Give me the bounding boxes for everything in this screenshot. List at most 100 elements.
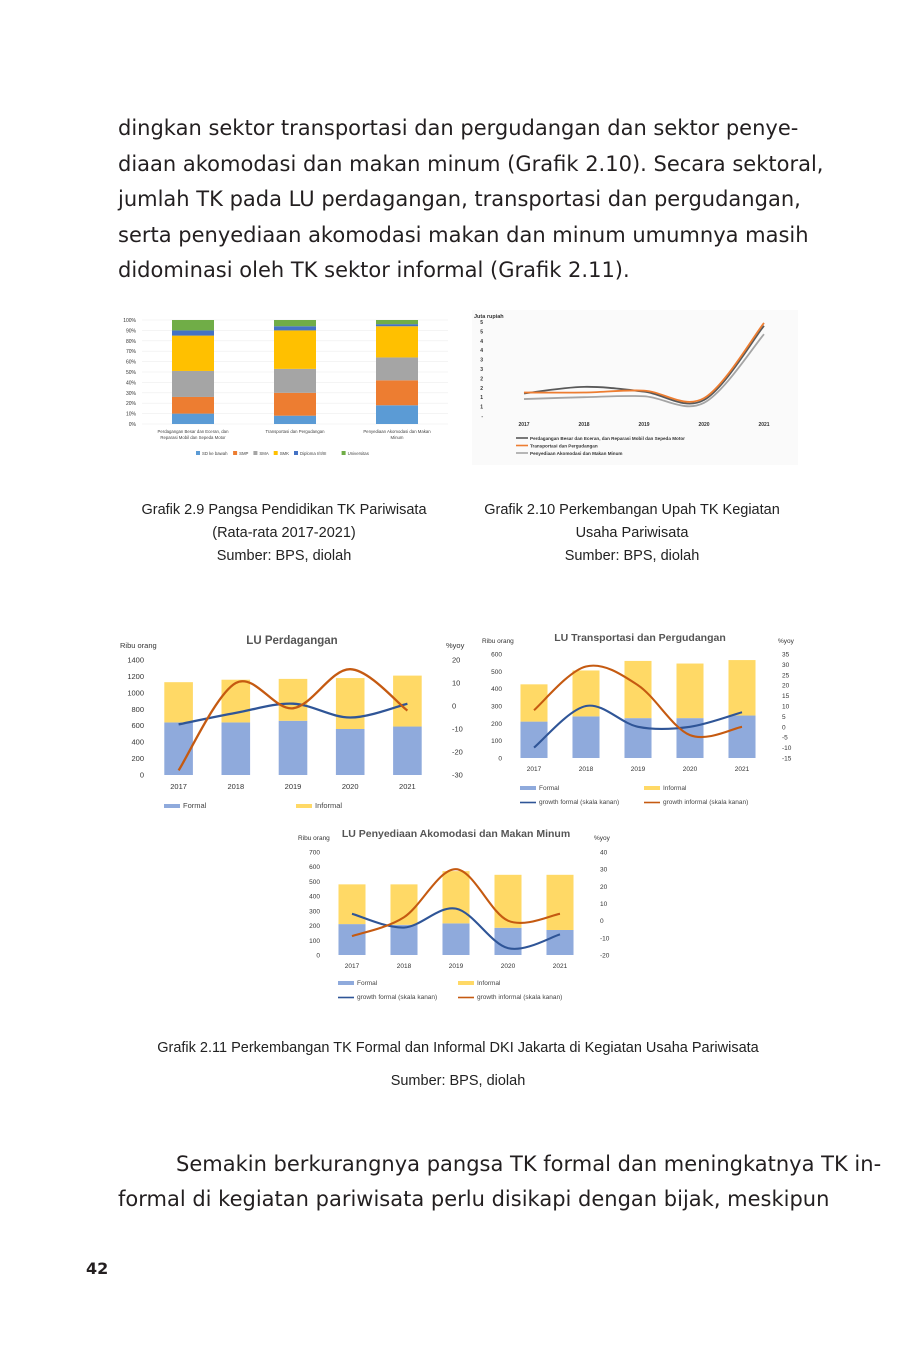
x-tick-label: 2021: [758, 422, 769, 428]
bar-segment: [376, 357, 418, 380]
x-tick-label: 2020: [698, 422, 709, 428]
y-tick-label: 1400: [127, 656, 144, 665]
legend-label: growth informal (skala kanan): [477, 994, 562, 1001]
chart-lu-akomodasi: LU Penyediaan Akomodasi dan Makan Minum R…: [296, 824, 626, 1009]
x-tick-label: 2020: [683, 766, 698, 773]
legend-label: growth formal (skala kanan): [539, 799, 619, 806]
legend-label: Informal: [663, 785, 687, 792]
y-tick-label: 5: [480, 320, 483, 326]
legend-swatch: [342, 451, 346, 455]
y2-tick-label: -10: [452, 725, 463, 734]
y2-tick-label: -10: [600, 935, 610, 942]
y-tick-label: 5: [480, 329, 483, 335]
y-tick-label: 1200: [127, 672, 144, 681]
legend-label: SD ke bawah: [202, 451, 228, 456]
bar-segment: [442, 923, 469, 955]
bar-segment: [546, 875, 573, 930]
y2-tick-label: -20: [452, 748, 463, 757]
y2-axis-title: %yoy: [778, 638, 795, 645]
x-tick-label: 2017: [518, 422, 529, 428]
bar-segment: [172, 336, 214, 371]
chart-lu-transportasi: LU Transportasi dan Pergudangan Ribu oran…: [478, 630, 798, 815]
text-line: dingkan sektor transportasi dan pergudan…: [118, 111, 798, 147]
y-tick-label: 200: [309, 923, 320, 930]
x-tick-label: 2017: [170, 782, 187, 791]
y-tick-label: 4: [480, 339, 483, 345]
y-axis-title: Ribu orang: [298, 835, 330, 842]
y-tick-label: 60%: [126, 360, 137, 366]
y-tick-label: 400: [131, 738, 144, 747]
legend-swatch: [274, 451, 278, 455]
bar-segment: [279, 679, 308, 721]
legend-label: Penyediaan Akomodasi dan Makan Minum: [530, 451, 623, 456]
bar-segment: [274, 330, 316, 368]
bar-segment: [172, 397, 214, 414]
bar-segment: [728, 660, 755, 715]
legend-label: SMP: [239, 451, 248, 456]
y-tick-label: 4: [480, 348, 483, 354]
y2-tick-label: 0: [600, 918, 604, 925]
bar-segment: [274, 326, 316, 330]
y-tick-label: 100%: [123, 318, 136, 324]
bar-segment: [222, 680, 251, 723]
y2-tick-label: -10: [782, 745, 792, 752]
y-axis-title: Juta rupiah: [474, 314, 504, 320]
text-line: didominasi oleh TK sektor informal (Graf…: [118, 253, 798, 289]
y2-tick-label: 10: [600, 901, 608, 908]
y2-tick-label: 30: [600, 867, 608, 874]
y2-tick-label: -30: [452, 771, 463, 780]
y2-tick-label: 40: [600, 850, 608, 857]
y-tick-label: 3: [480, 358, 483, 364]
y-tick-label: 90%: [126, 328, 137, 334]
caption-subtitle: Usaha Pariwisata: [466, 522, 798, 545]
bar-segment: [336, 729, 365, 775]
bar-segment: [390, 925, 417, 955]
y-tick-label: 400: [309, 894, 320, 901]
legend-label: Formal: [183, 801, 207, 810]
caption-source: Sumber: BPS, diolah: [118, 1070, 798, 1093]
x-tick-label: Minum: [391, 435, 404, 440]
bar-segment: [376, 405, 418, 424]
bar-segment: [376, 320, 418, 324]
text-line: serta penyediaan akomodasi makan dan min…: [118, 218, 798, 254]
x-tick-label: 2020: [501, 963, 516, 970]
legend-swatch: [253, 451, 257, 455]
y-tick-label: 30%: [126, 391, 137, 397]
x-tick-label: 2021: [553, 963, 568, 970]
x-tick-label: 2021: [735, 766, 750, 773]
y-tick-label: 40%: [126, 380, 137, 386]
y-tick-label: 80%: [126, 339, 137, 345]
caption-source: Sumber: BPS, diolah: [466, 545, 798, 568]
y-tick-label: 70%: [126, 349, 137, 355]
y2-tick-label: 0: [782, 724, 786, 731]
x-tick-label: 2019: [638, 422, 649, 428]
y-tick-label: 0%: [129, 422, 137, 428]
legend-swatch: [338, 981, 354, 985]
y2-tick-label: 5: [782, 714, 786, 721]
legend-swatch: [294, 451, 298, 455]
bar-segment: [676, 664, 703, 719]
y-tick-label: 1: [480, 405, 483, 411]
legend-label: Diploma I/II/III: [300, 451, 327, 456]
x-tick-label: Penyediaan Akomodasi dan Makan: [363, 429, 431, 434]
x-tick-label: 2019: [285, 782, 302, 791]
caption-source: Sumber: BPS, diolah: [118, 545, 450, 568]
chart-title: LU Penyediaan Akomodasi dan Makan Minum: [342, 828, 570, 840]
chart-svg: LU PerdaganganRibu orang %yoy020040060080…: [118, 630, 474, 815]
text-line: Semakin berkurangnya pangsa TK formal da…: [118, 1147, 798, 1182]
legend-label: growth formal (skala kanan): [357, 994, 437, 1001]
y2-tick-label: 10: [782, 704, 790, 711]
y-tick-label: 10%: [126, 412, 137, 418]
text-line: jumlah TK pada LU perdagangan, transport…: [118, 182, 798, 218]
bar-segment: [274, 416, 316, 424]
bar-segment: [442, 871, 469, 923]
y-tick-label: 100: [491, 738, 502, 745]
y2-tick-label: 35: [782, 652, 790, 659]
y2-axis-title: %yoy: [594, 835, 611, 842]
y2-tick-label: 10: [452, 679, 460, 688]
y2-tick-label: -15: [782, 756, 792, 763]
x-tick-label: 2020: [342, 782, 359, 791]
y-tick-label: 600: [309, 864, 320, 871]
y-tick-label: 700: [309, 850, 320, 857]
y-tick-label: 500: [309, 879, 320, 886]
